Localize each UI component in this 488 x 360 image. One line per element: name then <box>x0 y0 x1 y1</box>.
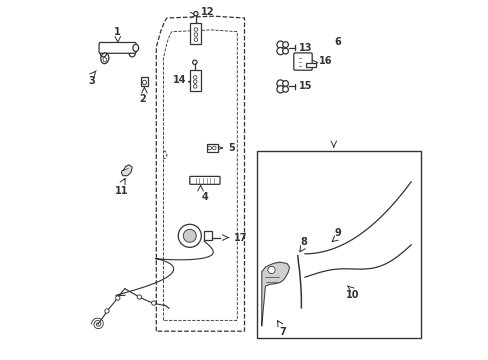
Polygon shape <box>121 165 132 176</box>
Circle shape <box>151 301 156 305</box>
Circle shape <box>276 80 284 87</box>
Circle shape <box>192 60 197 64</box>
Bar <box>189 70 200 91</box>
Text: 10: 10 <box>345 290 359 300</box>
Circle shape <box>276 48 284 55</box>
Text: 16: 16 <box>319 56 332 66</box>
FancyBboxPatch shape <box>99 42 136 53</box>
Circle shape <box>212 146 216 150</box>
Circle shape <box>183 229 196 242</box>
Circle shape <box>194 38 197 41</box>
Circle shape <box>115 296 120 300</box>
Text: 7: 7 <box>279 327 286 337</box>
Text: 8: 8 <box>300 237 307 247</box>
Circle shape <box>178 224 201 247</box>
Text: 3: 3 <box>89 76 95 86</box>
Circle shape <box>276 86 284 93</box>
Circle shape <box>193 12 198 16</box>
Bar <box>204 231 212 240</box>
Text: 1: 1 <box>114 27 121 37</box>
Circle shape <box>137 295 141 299</box>
Text: 12: 12 <box>201 7 214 17</box>
Text: 11: 11 <box>114 186 128 196</box>
Circle shape <box>282 48 288 54</box>
Text: 15: 15 <box>298 81 311 91</box>
Circle shape <box>282 81 288 86</box>
Ellipse shape <box>103 58 106 62</box>
Text: 14: 14 <box>173 75 186 85</box>
Bar <box>141 77 147 86</box>
Polygon shape <box>261 262 289 326</box>
Bar <box>306 63 316 67</box>
Text: 9: 9 <box>334 228 341 238</box>
Text: 4: 4 <box>201 192 208 202</box>
Circle shape <box>282 42 288 48</box>
Text: 17: 17 <box>234 233 247 243</box>
Text: 2: 2 <box>139 94 146 104</box>
Circle shape <box>193 80 197 84</box>
Circle shape <box>194 33 197 36</box>
Circle shape <box>193 85 197 88</box>
Ellipse shape <box>101 53 109 64</box>
Text: 6: 6 <box>333 37 340 47</box>
Circle shape <box>194 28 197 31</box>
Circle shape <box>193 76 197 79</box>
Circle shape <box>142 80 146 85</box>
Bar <box>206 144 217 152</box>
Circle shape <box>267 266 275 274</box>
Circle shape <box>207 146 211 150</box>
Text: 5: 5 <box>228 143 235 153</box>
FancyBboxPatch shape <box>293 53 311 70</box>
Text: 13: 13 <box>298 42 311 53</box>
Circle shape <box>104 309 109 313</box>
Bar <box>190 23 201 44</box>
Circle shape <box>282 86 288 92</box>
Bar <box>257 151 420 338</box>
FancyBboxPatch shape <box>189 176 220 184</box>
Ellipse shape <box>133 44 139 51</box>
Circle shape <box>276 41 284 48</box>
